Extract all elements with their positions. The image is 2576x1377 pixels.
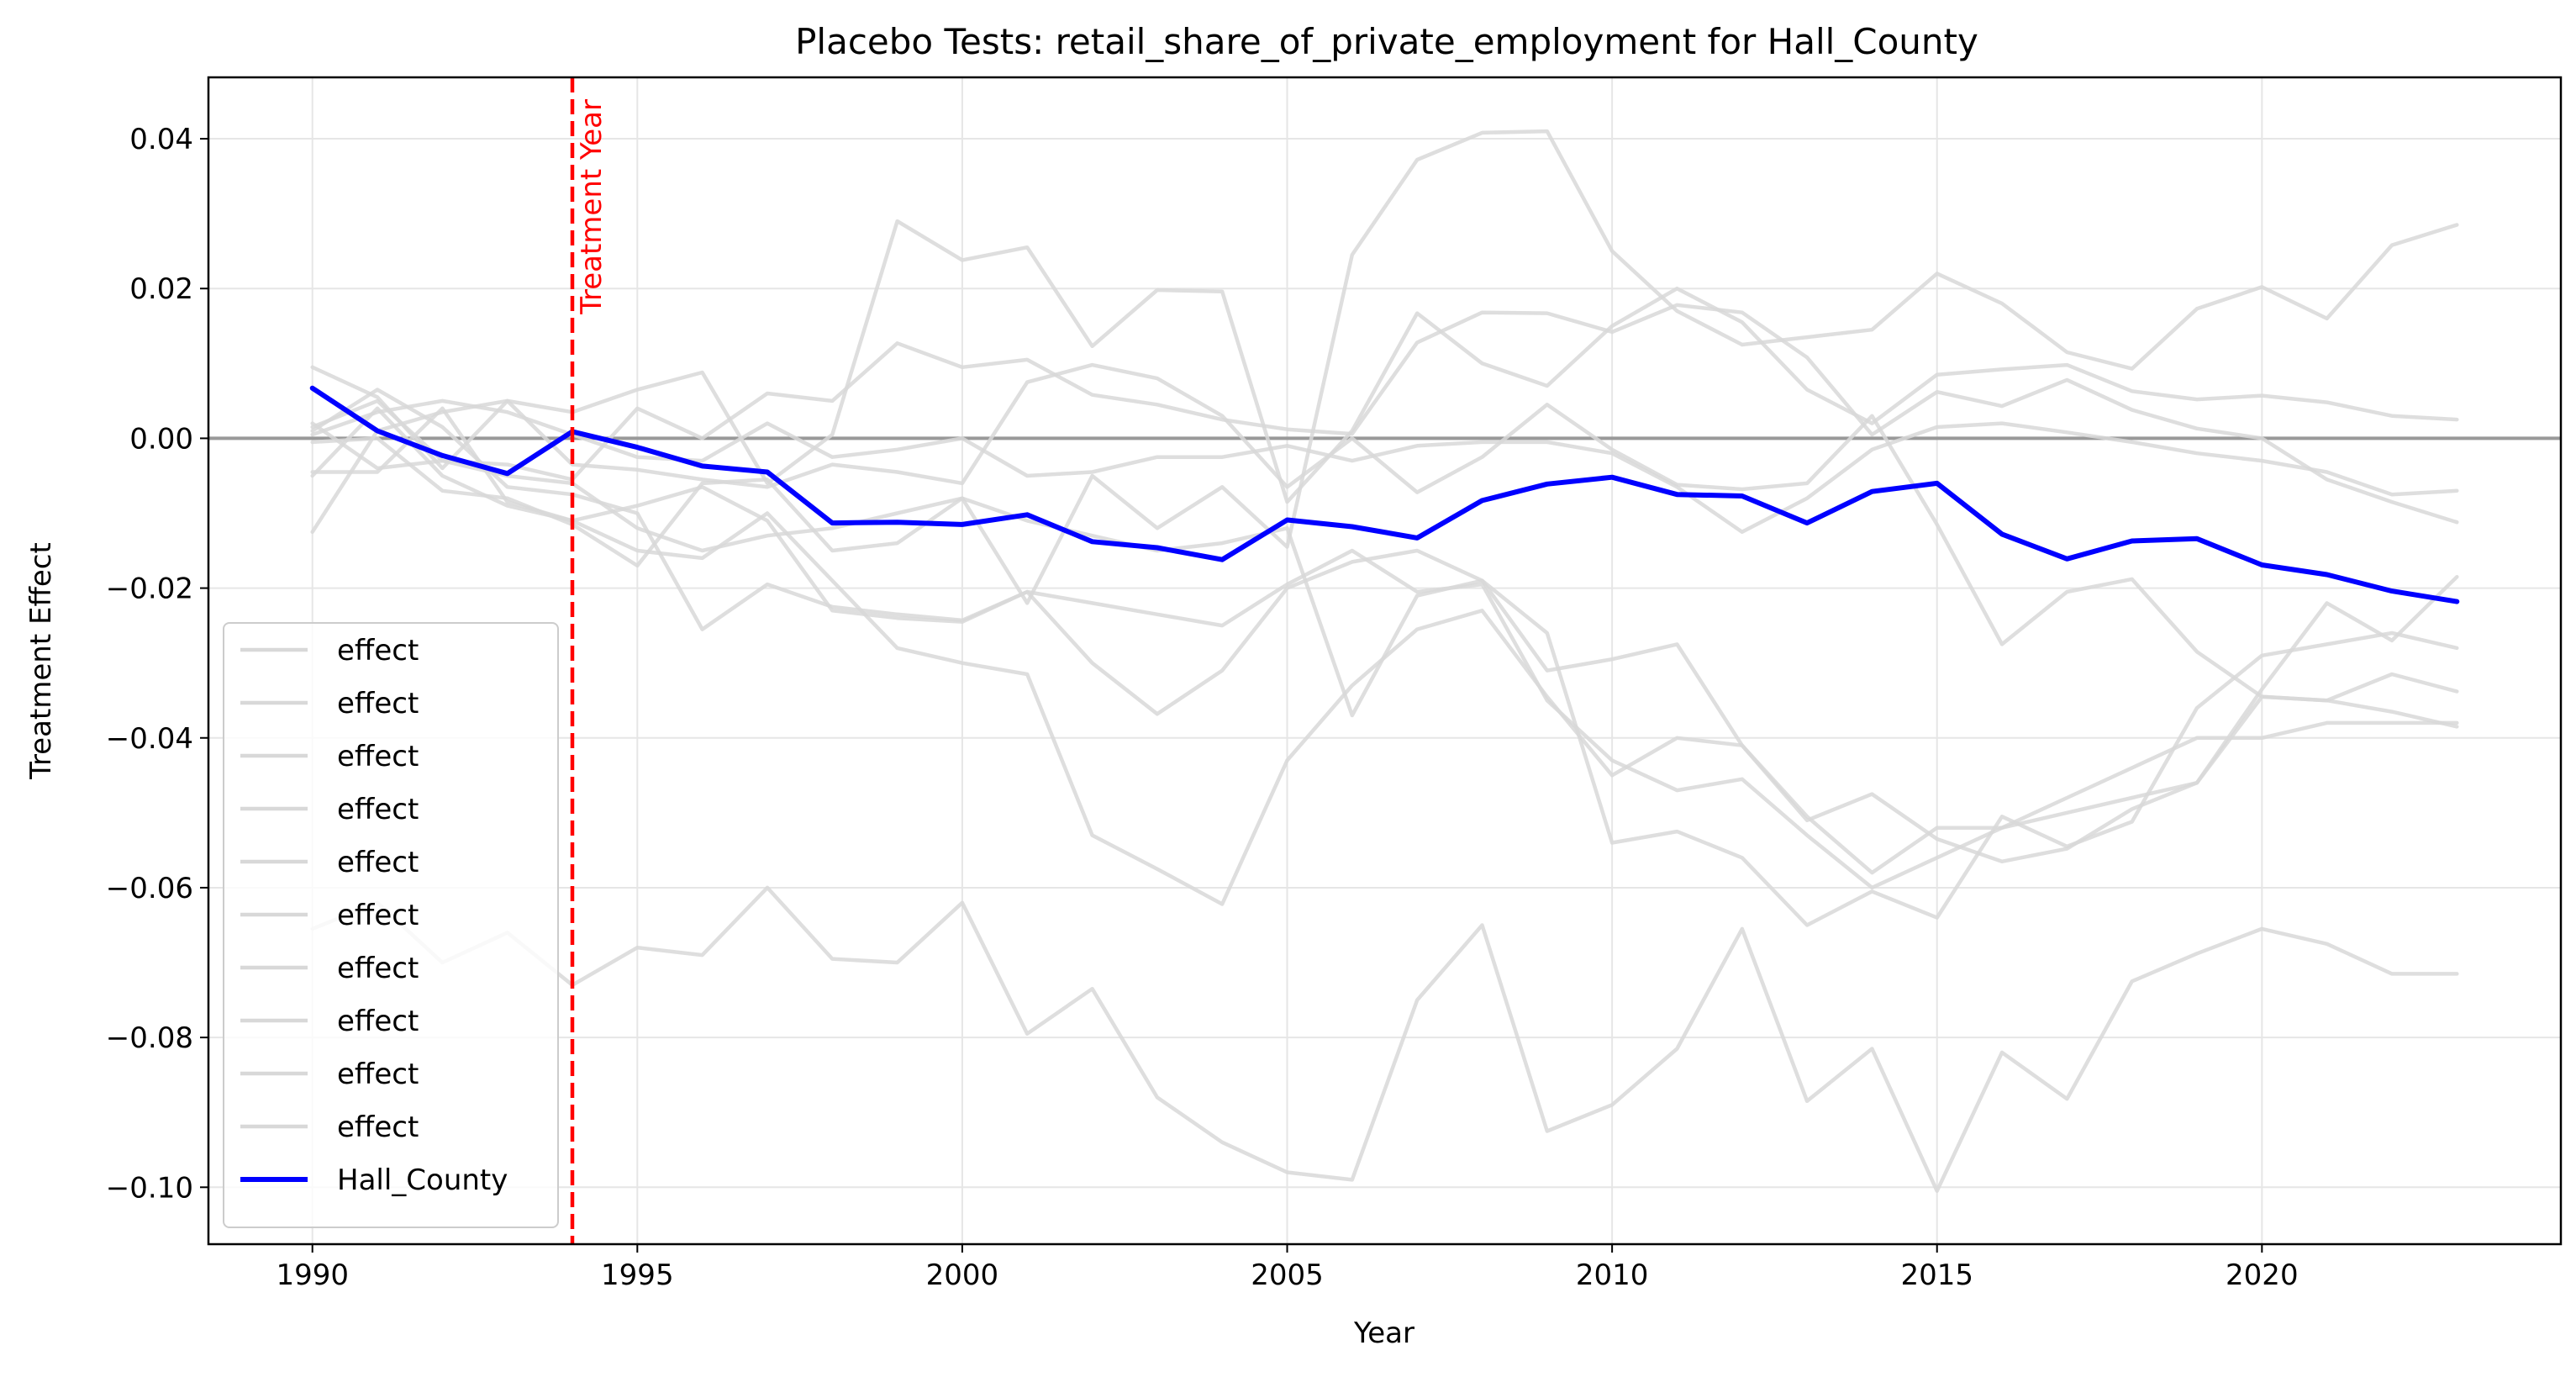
y-tick-label: 0.02: [129, 272, 193, 306]
series-line-placebo: [310, 362, 2459, 703]
placebo-series-layer: [310, 129, 2459, 1193]
y-tick-label: −0.06: [106, 872, 193, 905]
x-tick-label: 2020: [2226, 1258, 2299, 1292]
series-line-placebo: [310, 421, 2459, 927]
x-axis: 1990 1995 2000 2005 2010 2015 2020: [276, 1244, 2299, 1292]
legend-label: effect: [337, 740, 419, 773]
y-tick-label: 0.00: [129, 422, 193, 456]
x-tick-label: 2000: [926, 1258, 999, 1292]
treatment-year-label: Treatment Year: [575, 99, 608, 315]
series-line-placebo: [310, 388, 2459, 864]
legend-label: effect: [337, 793, 419, 826]
y-tick-label: −0.08: [106, 1021, 193, 1055]
legend-label: effect: [337, 687, 419, 720]
legend-label: effect: [337, 1111, 419, 1144]
x-tick-label: 2005: [1251, 1258, 1324, 1292]
legend-box: [223, 622, 559, 1228]
series-line-placebo: [310, 129, 2459, 605]
x-axis-label: Year: [1353, 1316, 1414, 1350]
y-axis-label: Treatment Effect: [24, 542, 58, 780]
legend-label: effect: [337, 634, 419, 667]
y-tick-label: 0.04: [129, 123, 193, 156]
series-line-placebo: [310, 303, 2459, 525]
x-tick-label: 1990: [276, 1258, 349, 1292]
y-tick-label: −0.04: [106, 722, 193, 756]
hall-county-series-layer: [309, 385, 2460, 604]
series-line-placebo: [310, 219, 2459, 504]
x-tick-label: 2010: [1576, 1258, 1649, 1292]
y-tick-label: −0.10: [106, 1171, 193, 1205]
series-line-placebo: [310, 406, 2459, 890]
legend-label: effect: [337, 846, 419, 879]
legend-label: effect: [337, 952, 419, 985]
chart-title: Placebo Tests: retail_share_of_private_e…: [795, 21, 1978, 62]
legend-label: effect: [337, 1005, 419, 1038]
y-tick-label: −0.02: [106, 572, 193, 606]
legend-label: effect: [337, 1058, 419, 1091]
legend: effect effect effect effect effect effect effe…: [223, 622, 559, 1228]
treatment-line-layer: Treatment Year: [570, 77, 608, 1244]
x-tick-label: 1995: [601, 1258, 674, 1292]
series-line-hall-county: [309, 385, 2460, 604]
legend-label: effect: [337, 899, 419, 932]
y-axis: 0.04 0.02 0.00 −0.02 −0.04 −0.06 −0.08 −0.10: [106, 123, 208, 1205]
plot-frame: [207, 76, 2563, 1246]
x-tick-label: 2015: [1900, 1258, 1973, 1292]
legend-label: Hall_County: [337, 1163, 508, 1197]
series-line-placebo: [310, 885, 2459, 1193]
